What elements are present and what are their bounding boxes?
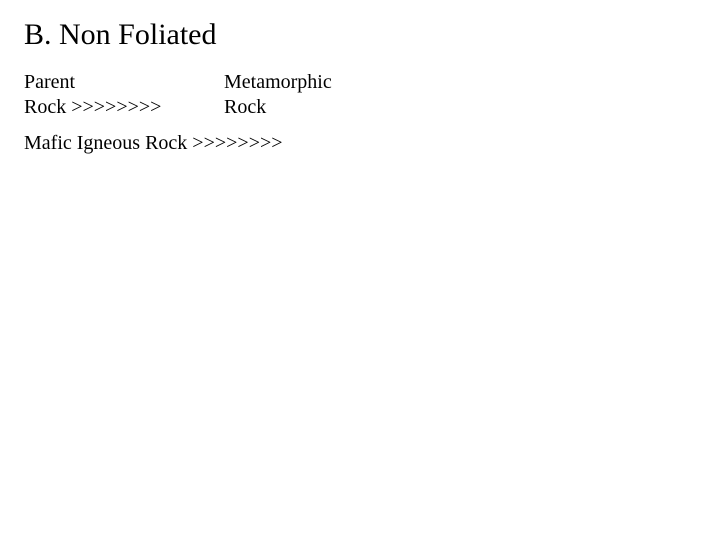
label-line2-col1: Rock >>>>>>>> [24,95,224,120]
label-line1-col2: Metamorphic [224,70,696,95]
label-line-1: Parent Metamorphic [24,70,696,95]
mafic-igneous-item: Mafic Igneous Rock >>>>>>>> [24,130,696,156]
parent-metamorphic-label: Parent Metamorphic Rock >>>>>>>> Rock [24,70,696,120]
label-line-2: Rock >>>>>>>> Rock [24,95,696,120]
label-line2-col2: Rock [224,95,696,120]
section-heading: B. Non Foliated [24,18,696,52]
label-line1-col1: Parent [24,70,224,95]
